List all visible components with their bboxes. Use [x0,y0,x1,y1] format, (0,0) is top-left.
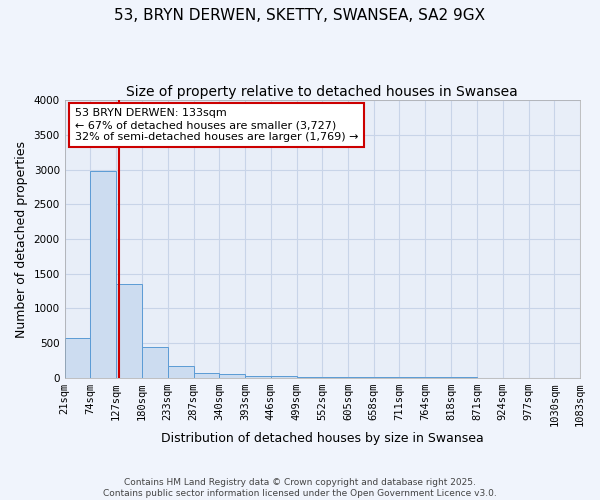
Title: Size of property relative to detached houses in Swansea: Size of property relative to detached ho… [127,85,518,99]
Text: 53, BRYN DERWEN, SKETTY, SWANSEA, SA2 9GX: 53, BRYN DERWEN, SKETTY, SWANSEA, SA2 9G… [115,8,485,22]
Bar [65,338,91,378]
Bar [194,372,220,378]
Bar [271,376,296,378]
Bar [91,171,116,378]
Y-axis label: Number of detached properties: Number of detached properties [15,140,28,338]
Bar [142,348,167,378]
Bar [167,366,194,378]
Bar [322,377,348,378]
Bar [245,376,271,378]
Bar [220,374,245,378]
X-axis label: Distribution of detached houses by size in Swansea: Distribution of detached houses by size … [161,432,484,445]
Text: Contains HM Land Registry data © Crown copyright and database right 2025.
Contai: Contains HM Land Registry data © Crown c… [103,478,497,498]
Text: 53 BRYN DERWEN: 133sqm
← 67% of detached houses are smaller (3,727)
32% of semi-: 53 BRYN DERWEN: 133sqm ← 67% of detached… [75,108,358,142]
Bar [116,284,142,378]
Bar [296,377,322,378]
